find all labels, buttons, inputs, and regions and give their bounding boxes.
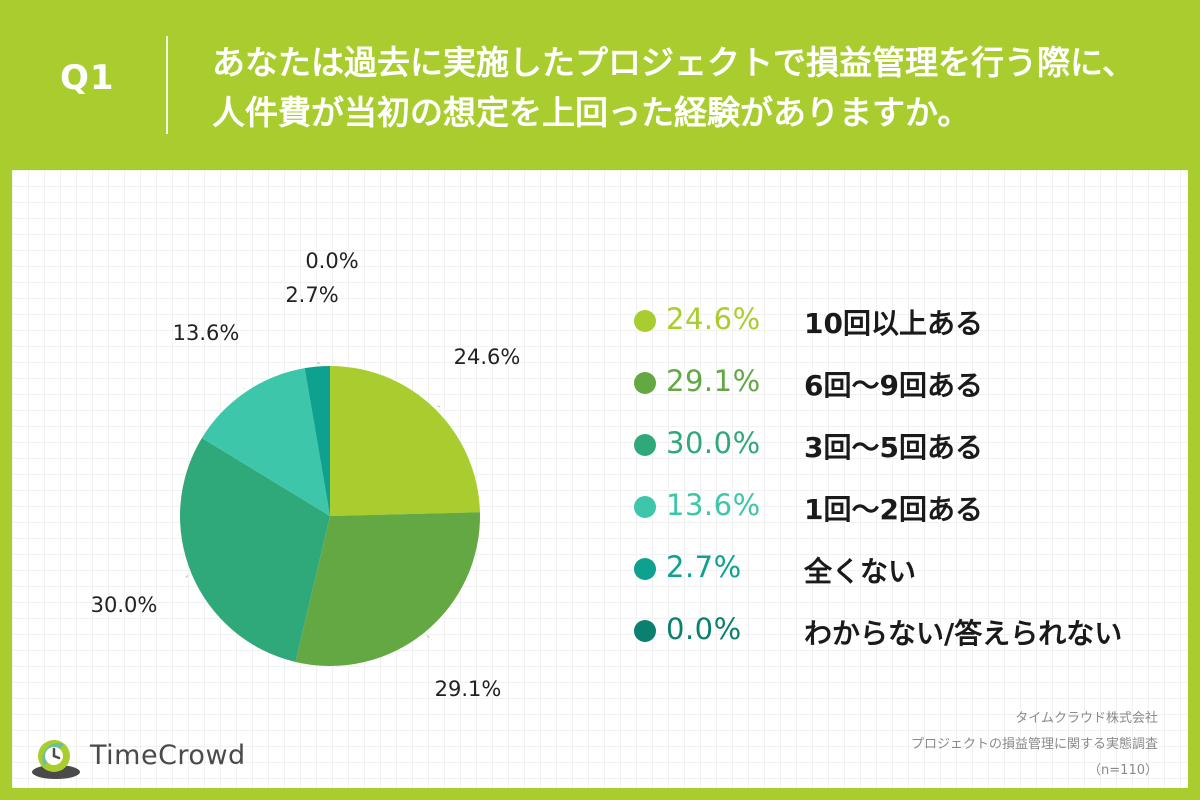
brand-name: TimeCrowd [90,740,246,771]
pie-chart: 24.6% 29.1% 30.0% 13.6% 2.7% 0.0% [91,249,521,701]
legend-label: 10回以上ある [804,307,983,340]
data-label: 2.7% [285,283,338,307]
footer-sample: （n=110） [1088,763,1158,778]
legend-item: 30.0% 3回〜5回ある [624,420,1184,482]
pie-slice [179,438,330,662]
question-line-1: あなたは過去に実施したプロジェクトで損益管理を行う際に、 [212,43,1136,82]
legend-label: 3回〜5回ある [804,431,983,464]
leader-line [426,635,433,641]
data-label: 29.1% [435,677,502,701]
legend-label: 6回〜9回ある [804,369,983,402]
leader-line [183,575,189,581]
pie-slice [295,512,480,666]
legend-percent: 0.0% [666,612,742,646]
legend-item: 29.1% 6回〜9回ある [624,358,1184,420]
leader-line [316,362,323,365]
legend-item: 24.6% 10回以上ある [624,296,1184,358]
pie-slice [304,366,330,516]
legend-percent: 13.6% [666,488,761,522]
legend: 24.6% 10回以上ある 29.1% 6回〜9回ある 30.0% 3回〜5回ある 13.6… [624,296,1184,668]
pie-slice [201,368,330,516]
leader-line [243,387,245,389]
legend-percent: 29.1% [666,364,761,398]
legend-label: 全くない [804,555,917,588]
legend-swatch [634,558,656,580]
header: Q1 あなたは過去に実施したプロジェクトで損益管理を行う際に、 人件費が当初の想… [0,0,1200,170]
timecrowd-logo-icon [32,740,80,779]
chart-panel: 24.6% 29.1% 30.0% 13.6% 2.7% 0.0% 24.6% 10回以上あ… [12,170,1188,788]
legend-percent: 24.6% [666,302,761,336]
legend-percent: 30.0% [666,426,761,460]
legend-item: 2.7% 全くない [624,544,1184,606]
leader-line [437,405,443,409]
legend-swatch [634,434,656,456]
footer-survey: プロジェクトの損益管理に関する実態調査 [910,737,1158,752]
legend-item: 0.0% わからない/答えられない [624,606,1184,668]
legend-label: わからない/答えられない [804,617,1123,650]
data-label: 30.0% [91,593,158,617]
data-label: 24.6% [454,345,521,369]
legend-swatch [634,310,656,332]
legend-percent: 2.7% [666,550,742,584]
question-line-2: 人件費が当初の想定を上回った経験がありますか。 [212,93,971,132]
pie-slice [330,366,480,516]
question-text: あなたは過去に実施したプロジェクトで損益管理を行う際に、 人件費が当初の想定を上… [212,38,1172,138]
question-number: Q1 [60,58,115,98]
footer-note: タイムクラウド株式会社 プロジェクトの損益管理に関する実態調査 （n=110） [911,706,1158,784]
footer-company: タイムクラウド株式会社 [1015,711,1158,726]
legend-item: 13.6% 1回〜2回ある [624,482,1184,544]
legend-swatch [634,372,656,394]
legend-swatch [634,620,656,642]
data-label: 0.0% [305,249,358,273]
legend-swatch [634,496,656,518]
legend-label: 1回〜2回ある [804,493,983,526]
data-label: 13.6% [173,321,240,345]
header-divider [166,36,168,134]
